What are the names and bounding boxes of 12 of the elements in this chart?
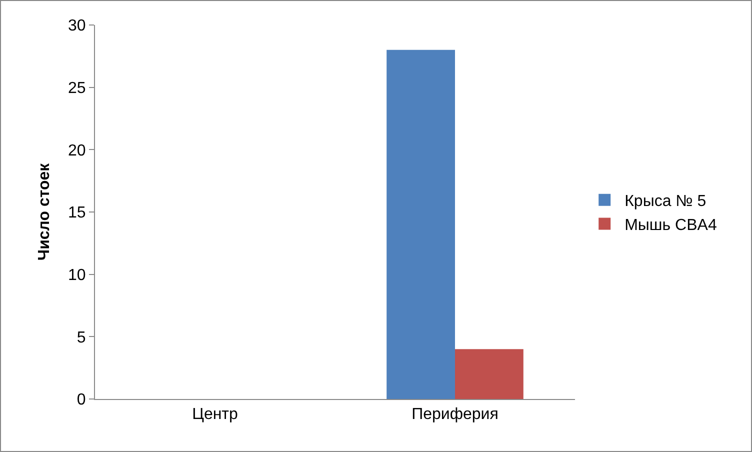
y-tick-label: 0 bbox=[76, 392, 86, 409]
y-tick-label: 25 bbox=[68, 80, 86, 97]
y-tick-label: 20 bbox=[68, 142, 86, 160]
legend-label: Крыса № 5 bbox=[624, 193, 706, 210]
y-axis-title: Число стоек bbox=[36, 162, 53, 261]
y-tick-label: 15 bbox=[68, 204, 86, 222]
y-tick-label: 30 bbox=[68, 18, 86, 35]
y-tick-label: 5 bbox=[76, 329, 86, 346]
x-tick-label: Периферия bbox=[412, 406, 498, 424]
legend-label: Мышь CBA4 bbox=[624, 216, 717, 234]
x-tick-label: Центр bbox=[192, 406, 238, 424]
y-tick-label: 10 bbox=[68, 266, 86, 284]
